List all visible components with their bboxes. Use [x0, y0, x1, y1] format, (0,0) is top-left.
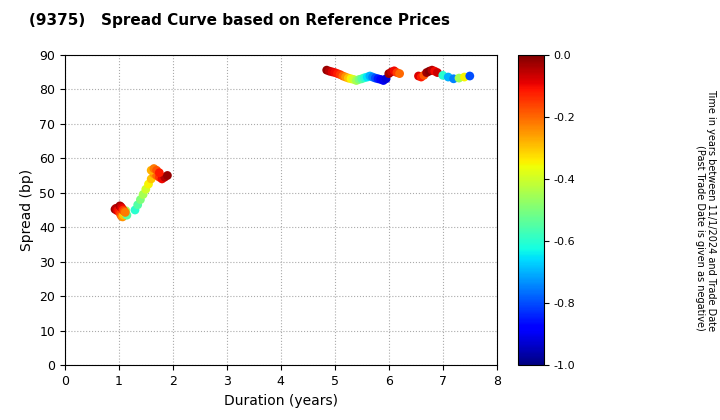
Point: [148, 171, 160, 177]
Text: Time in years between 11/1/2024 and Trade Date
(Past Trade Date is given as nega: Time in years between 11/1/2024 and Trad…: [695, 89, 716, 331]
Y-axis label: Spread (bp): Spread (bp): [19, 169, 34, 251]
Point: [413, 73, 424, 79]
Point: [380, 76, 392, 82]
Point: [420, 69, 432, 76]
Point: [161, 172, 173, 179]
Point: [112, 207, 123, 214]
Point: [135, 196, 146, 203]
Point: [377, 77, 389, 84]
Point: [423, 68, 435, 74]
Point: [442, 74, 454, 80]
Point: [115, 204, 127, 210]
Point: [120, 207, 132, 214]
Point: [153, 169, 165, 176]
Point: [345, 76, 356, 82]
Point: [156, 176, 168, 182]
Point: [112, 207, 124, 213]
Point: [375, 76, 387, 83]
Point: [383, 70, 395, 77]
Point: [150, 167, 162, 173]
Point: [418, 72, 430, 79]
Point: [120, 209, 131, 216]
Point: [394, 70, 405, 77]
Point: [119, 210, 130, 216]
Point: [364, 73, 376, 79]
Point: [110, 205, 122, 212]
Point: [351, 77, 362, 84]
Point: [386, 68, 397, 75]
Point: [372, 76, 384, 82]
Point: [354, 76, 365, 83]
Point: [361, 74, 373, 80]
Text: (9375)   Spread Curve based on Reference Prices: (9375) Spread Curve based on Reference P…: [29, 13, 450, 28]
Point: [118, 208, 130, 215]
Point: [448, 76, 459, 82]
Point: [459, 74, 470, 80]
Point: [150, 172, 162, 179]
Point: [117, 207, 129, 213]
Point: [326, 68, 338, 75]
Point: [159, 174, 171, 181]
Point: [432, 69, 444, 76]
Point: [130, 207, 141, 213]
Point: [109, 206, 121, 213]
Point: [132, 202, 143, 208]
Point: [145, 167, 157, 173]
Point: [114, 211, 126, 218]
X-axis label: Duration (years): Duration (years): [224, 394, 338, 408]
Point: [391, 69, 402, 76]
Point: [116, 205, 128, 212]
Point: [337, 73, 348, 79]
Point: [140, 186, 151, 193]
Point: [454, 75, 465, 81]
Point: [415, 74, 427, 80]
Point: [426, 67, 438, 74]
Point: [388, 68, 400, 74]
Point: [114, 208, 125, 215]
Point: [323, 68, 335, 74]
Point: [329, 69, 341, 76]
Point: [343, 75, 354, 81]
Point: [340, 74, 351, 80]
Point: [116, 213, 127, 220]
Point: [121, 212, 132, 218]
Point: [369, 75, 381, 81]
Point: [366, 74, 379, 80]
Point: [464, 73, 475, 79]
Point: [138, 191, 149, 198]
Point: [321, 67, 333, 74]
Point: [334, 71, 346, 78]
Point: [429, 68, 441, 74]
Point: [114, 202, 126, 209]
Point: [437, 72, 449, 79]
Point: [117, 213, 128, 220]
Point: [148, 165, 160, 172]
Point: [332, 70, 343, 77]
Point: [145, 176, 157, 182]
Point: [348, 76, 359, 83]
Point: [153, 174, 165, 181]
Point: [356, 76, 367, 82]
Point: [359, 74, 370, 81]
Point: [118, 212, 130, 218]
Point: [143, 181, 154, 187]
